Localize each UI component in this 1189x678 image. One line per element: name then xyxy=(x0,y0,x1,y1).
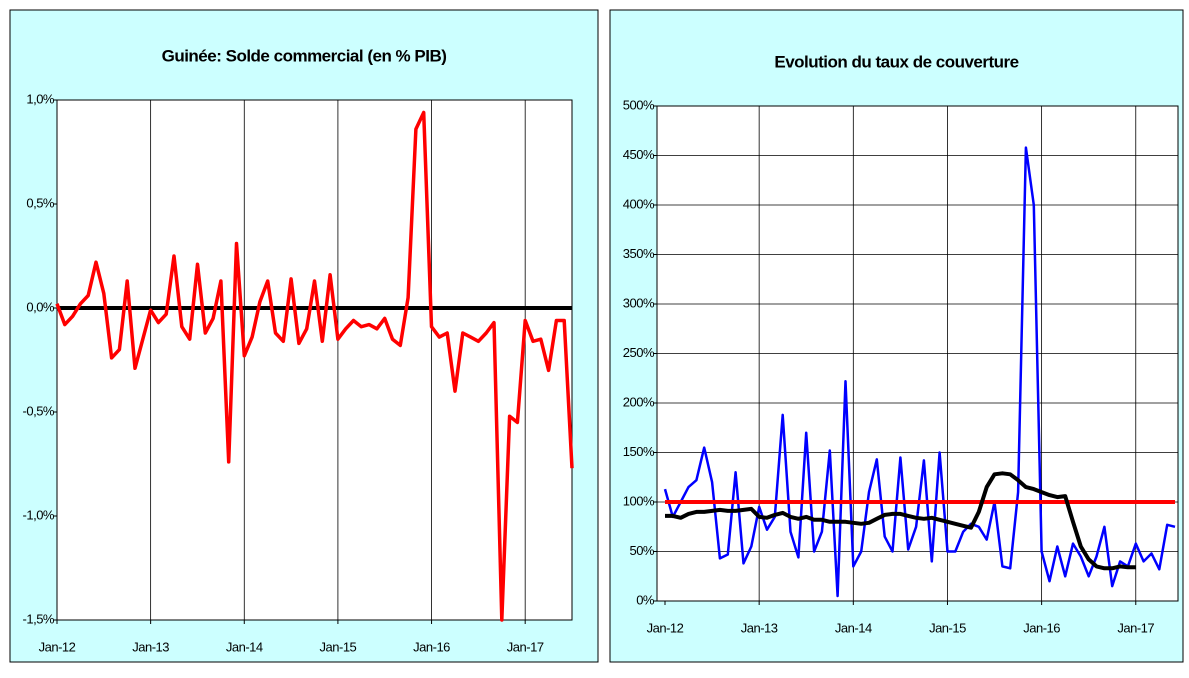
x-tick-label: Jan-16 xyxy=(1023,620,1060,635)
y-tick-label: 50% xyxy=(629,543,654,558)
plot-area xyxy=(56,99,573,621)
y-tick-label: 200% xyxy=(623,394,655,409)
y-tick-label: 300% xyxy=(623,295,655,310)
y-tick-label: 250% xyxy=(623,345,655,360)
y-tick-label: 450% xyxy=(623,147,655,162)
series-line xyxy=(665,471,1136,571)
y-tick-label: 150% xyxy=(623,444,655,459)
series-line xyxy=(55,110,574,622)
x-tick-label: Jan-12 xyxy=(647,620,684,635)
x-tick-label: Jan-15 xyxy=(320,639,357,654)
x-tick-label: Jan-17 xyxy=(1117,620,1154,635)
x-tick-label: Jan-13 xyxy=(741,620,778,635)
x-tick-label: Jan-15 xyxy=(929,620,966,635)
x-tick-label: Jan-12 xyxy=(39,639,76,654)
y-tick-label: 100% xyxy=(623,493,655,508)
chart-title: Guinée: Solde commercial (en % PIB) xyxy=(162,46,447,65)
y-tick-label: 0,0% xyxy=(26,299,55,314)
y-tick-label: 400% xyxy=(623,196,655,211)
y-tick-label: 0% xyxy=(636,592,655,607)
y-tick-label: 1,0% xyxy=(26,91,55,106)
y-tick-label: -1,5% xyxy=(23,611,55,626)
y-tick-label: -1,0% xyxy=(23,507,55,522)
chart-title: Evolution du taux de couverture xyxy=(774,52,1018,71)
x-tick-label: Jan-13 xyxy=(132,639,169,654)
x-tick-label: Jan-14 xyxy=(226,639,263,654)
x-tick-label: Jan-14 xyxy=(835,620,872,635)
x-tick-label: Jan-16 xyxy=(413,639,450,654)
series-line xyxy=(663,146,1176,598)
y-tick-label: 0,5% xyxy=(26,195,55,210)
y-tick-label: 500% xyxy=(623,97,655,112)
y-tick-label: 350% xyxy=(623,246,655,261)
y-tick-label: -0,5% xyxy=(23,403,55,418)
x-tick-label: Jan-17 xyxy=(507,639,544,654)
